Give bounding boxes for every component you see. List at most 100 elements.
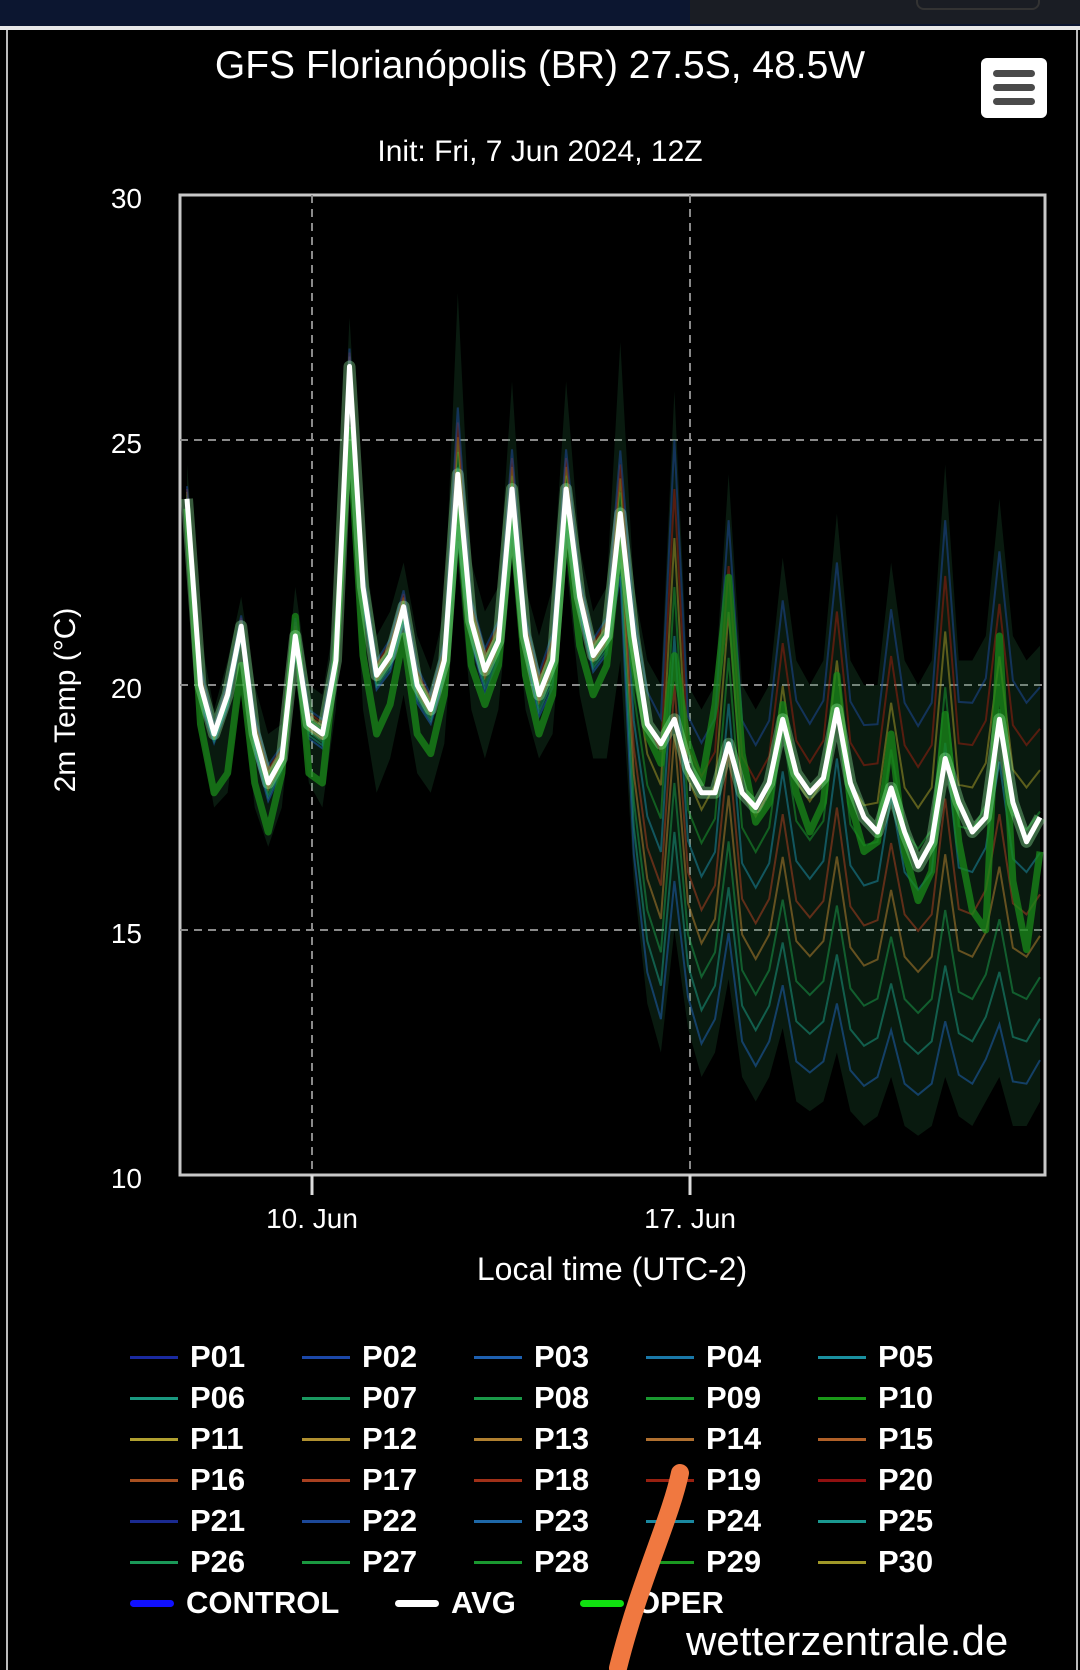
legend-item[interactable]: P12 [302, 1419, 417, 1459]
legend-swatch [395, 1599, 439, 1607]
legend-label: P25 [878, 1503, 934, 1538]
legend-swatch [302, 1355, 350, 1359]
legend-swatch [130, 1478, 178, 1482]
chart-title: GFS Florianópolis (BR) 27.5S, 48.5W [214, 44, 866, 87]
oper-series-line [183, 426, 1044, 954]
legend-label: P24 [706, 1503, 762, 1538]
legend-label: AVG [451, 1585, 516, 1620]
legend-item[interactable]: P11 [130, 1419, 243, 1459]
legend-swatch [302, 1519, 350, 1523]
legend-label: P30 [878, 1544, 934, 1579]
status-bar-right-panel [690, 0, 1080, 24]
status-bar [0, 0, 1080, 26]
ensemble-member-line [186, 348, 1041, 768]
legend-item[interactable]: P23 [474, 1501, 589, 1541]
legend-label: CONTROL [186, 1585, 340, 1620]
legend-item[interactable]: P10 [818, 1378, 933, 1418]
legend-item[interactable]: P05 [818, 1337, 933, 1377]
legend-item[interactable]: P16 [130, 1460, 245, 1500]
legend-swatch [474, 1355, 522, 1359]
legend-item[interactable]: P01 [130, 1337, 245, 1377]
source-credit: wetterzentrale.de [686, 1617, 1009, 1664]
legend-swatch [130, 1437, 178, 1441]
legend-label: P15 [878, 1421, 934, 1456]
legend-label: P05 [878, 1339, 934, 1374]
x-axis-label: Local time (UTC-2) [476, 1251, 748, 1287]
legend-label: P01 [190, 1339, 246, 1374]
legend-label: P28 [534, 1544, 590, 1579]
legend-item[interactable]: P18 [474, 1460, 589, 1500]
legend-label: P09 [706, 1380, 762, 1415]
legend-label: P02 [362, 1339, 418, 1374]
legend-item[interactable]: P28 [474, 1542, 589, 1582]
legend-item[interactable]: P21 [130, 1501, 245, 1541]
legend-swatch [818, 1355, 866, 1359]
x-tick-label: 17. Jun [644, 1203, 736, 1234]
legend-item[interactable]: P04 [646, 1337, 761, 1377]
legend-label: P08 [534, 1380, 590, 1415]
legend-item[interactable]: P08 [474, 1378, 589, 1418]
legend-item[interactable]: P29 [646, 1542, 761, 1582]
legend-item[interactable]: P15 [818, 1419, 933, 1459]
legend-item[interactable]: AVG [395, 1583, 516, 1623]
legend-swatch [646, 1478, 694, 1482]
menu-bar-top [993, 70, 1035, 77]
legend-item[interactable]: P19 [646, 1460, 761, 1500]
legend-swatch [818, 1519, 866, 1523]
legend-swatch [818, 1437, 866, 1441]
legend-item[interactable]: P17 [302, 1460, 417, 1500]
legend-item[interactable]: P07 [302, 1378, 417, 1418]
legend-swatch [474, 1519, 522, 1523]
legend-label: P22 [362, 1503, 418, 1538]
legend-label: P11 [190, 1421, 244, 1456]
legend-swatch [130, 1519, 178, 1523]
legend-item[interactable]: P09 [646, 1378, 761, 1418]
legend-label: P23 [534, 1503, 590, 1538]
legend-item[interactable]: P20 [818, 1460, 933, 1500]
y-tick-label: 10 [110, 1163, 142, 1194]
legend-label: OPER [636, 1585, 724, 1620]
legend-item[interactable]: P14 [646, 1419, 761, 1459]
legend-swatch [474, 1437, 522, 1441]
legend-swatch [474, 1478, 522, 1482]
legend-item[interactable]: P26 [130, 1542, 245, 1582]
x-tick-label: 10. Jun [266, 1203, 358, 1234]
legend-label: P06 [190, 1380, 246, 1415]
status-bar-pill [916, 0, 1040, 10]
legend-swatch [646, 1396, 694, 1400]
legend-item[interactable]: P30 [818, 1542, 933, 1582]
legend-label: P13 [534, 1421, 590, 1456]
legend-label: P16 [190, 1462, 246, 1497]
chart-subtitle: Init: Fri, 7 Jun 2024, 12Z [377, 135, 703, 168]
legend-swatch [818, 1560, 866, 1564]
legend-item[interactable]: P25 [818, 1501, 933, 1541]
legend-swatch [302, 1478, 350, 1482]
legend-label: P18 [534, 1462, 590, 1497]
legend-label: P04 [706, 1339, 762, 1374]
hamburger-menu-icon[interactable] [981, 58, 1047, 118]
legend-swatch [302, 1396, 350, 1400]
legend-item[interactable]: P13 [474, 1419, 589, 1459]
legend-swatch [646, 1560, 694, 1564]
legend-label: P12 [362, 1421, 418, 1456]
legend-item[interactable]: P06 [130, 1378, 245, 1418]
legend-label: P19 [706, 1462, 762, 1497]
legend-swatch [818, 1478, 866, 1482]
legend-swatch [302, 1560, 350, 1564]
y-tick-label: 15 [110, 918, 142, 949]
legend-label: P03 [534, 1339, 590, 1374]
legend-label: P10 [878, 1380, 934, 1415]
legend-item[interactable]: P27 [302, 1542, 417, 1582]
legend-swatch [130, 1355, 178, 1359]
legend-item[interactable]: P24 [646, 1501, 761, 1541]
legend-label: P29 [706, 1544, 762, 1579]
legend-item[interactable]: CONTROL [130, 1583, 339, 1623]
legend-swatch [818, 1396, 866, 1400]
legend-swatch [646, 1519, 694, 1523]
legend-item[interactable]: P02 [302, 1337, 417, 1377]
legend-label: P27 [362, 1544, 418, 1579]
legend-item[interactable]: P03 [474, 1337, 589, 1377]
legend-item[interactable]: P22 [302, 1501, 417, 1541]
legend-label: P14 [706, 1421, 762, 1456]
